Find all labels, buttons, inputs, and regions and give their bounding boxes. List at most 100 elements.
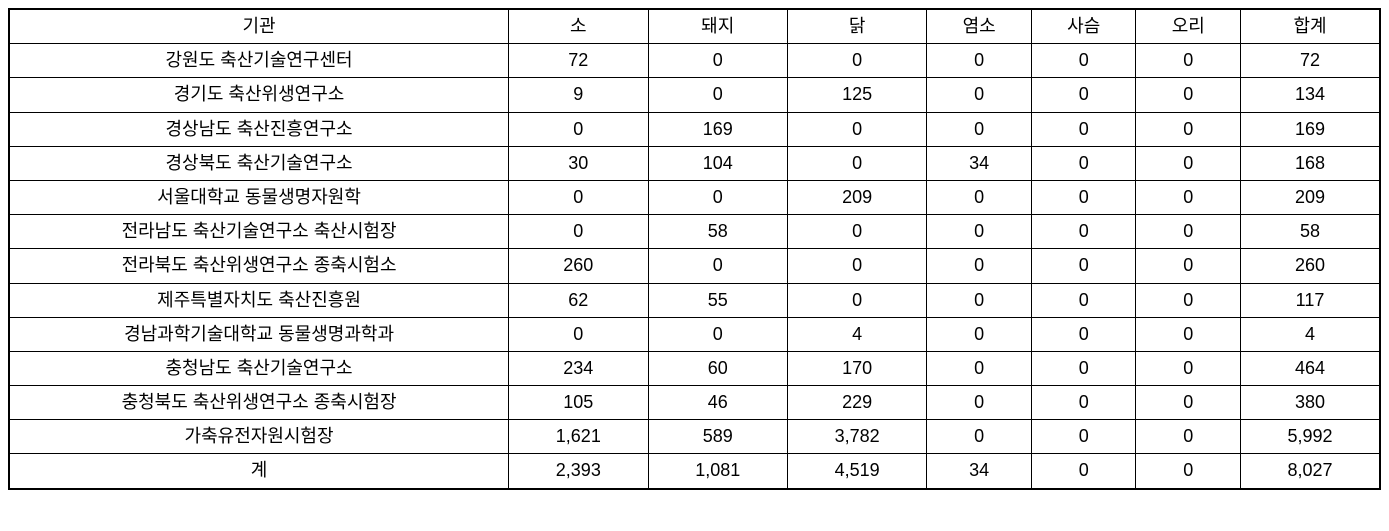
table-row: 전라남도 축산기술연구소 축산시험장 0 58 0 0 0 0 58 xyxy=(9,215,1380,249)
cell-cattle: 0 xyxy=(509,317,648,351)
cell-inst: 경상북도 축산기술연구소 xyxy=(9,146,509,180)
cell-pig: 46 xyxy=(648,386,787,420)
cell-pig: 169 xyxy=(648,112,787,146)
col-duck: 오리 xyxy=(1136,9,1241,44)
cell-inst: 충청북도 축산위생연구소 종축시험장 xyxy=(9,386,509,420)
table-row: 충청북도 축산위생연구소 종축시험장 105 46 229 0 0 0 380 xyxy=(9,386,1380,420)
cell-total: 4 xyxy=(1241,317,1380,351)
cell-cattle: 0 xyxy=(509,180,648,214)
cell-goat: 0 xyxy=(927,317,1032,351)
cell-duck: 0 xyxy=(1136,386,1241,420)
cell-chicken: 0 xyxy=(787,44,926,78)
cell-duck: 0 xyxy=(1136,283,1241,317)
cell-deer: 0 xyxy=(1031,249,1136,283)
cell-cattle: 105 xyxy=(509,386,648,420)
cell-pig: 58 xyxy=(648,215,787,249)
cell-pig: 0 xyxy=(648,249,787,283)
cell-inst: 경상남도 축산진흥연구소 xyxy=(9,112,509,146)
cell-goat: 0 xyxy=(927,283,1032,317)
cell-goat: 0 xyxy=(927,215,1032,249)
cell-pig: 0 xyxy=(648,44,787,78)
cell-deer: 0 xyxy=(1031,420,1136,454)
cell-deer: 0 xyxy=(1031,386,1136,420)
cell-deer: 0 xyxy=(1031,454,1136,489)
cell-total: 464 xyxy=(1241,351,1380,385)
cell-goat: 0 xyxy=(927,78,1032,112)
cell-cattle: 234 xyxy=(509,351,648,385)
cell-deer: 0 xyxy=(1031,180,1136,214)
cell-goat: 0 xyxy=(927,386,1032,420)
cell-cattle: 260 xyxy=(509,249,648,283)
cell-total: 72 xyxy=(1241,44,1380,78)
cell-chicken: 229 xyxy=(787,386,926,420)
cell-goat: 34 xyxy=(927,454,1032,489)
cell-cattle: 0 xyxy=(509,215,648,249)
cell-pig: 0 xyxy=(648,317,787,351)
cell-duck: 0 xyxy=(1136,146,1241,180)
cell-goat: 0 xyxy=(927,420,1032,454)
table-body: 강원도 축산기술연구센터 72 0 0 0 0 0 72 경기도 축산위생연구소… xyxy=(9,44,1380,489)
cell-inst: 계 xyxy=(9,454,509,489)
cell-deer: 0 xyxy=(1031,351,1136,385)
cell-total: 260 xyxy=(1241,249,1380,283)
cell-duck: 0 xyxy=(1136,351,1241,385)
table-row: 제주특별자치도 축산진흥원 62 55 0 0 0 0 117 xyxy=(9,283,1380,317)
cell-total: 168 xyxy=(1241,146,1380,180)
table-row: 전라북도 축산위생연구소 종축시험소 260 0 0 0 0 0 260 xyxy=(9,249,1380,283)
cell-chicken: 125 xyxy=(787,78,926,112)
cell-duck: 0 xyxy=(1136,78,1241,112)
cell-inst: 가축유전자원시험장 xyxy=(9,420,509,454)
table-row: 서울대학교 동물생명자원학 0 0 209 0 0 0 209 xyxy=(9,180,1380,214)
cell-inst: 경남과학기술대학교 동물생명과학과 xyxy=(9,317,509,351)
cell-pig: 55 xyxy=(648,283,787,317)
cell-deer: 0 xyxy=(1031,317,1136,351)
cell-duck: 0 xyxy=(1136,420,1241,454)
cell-deer: 0 xyxy=(1031,146,1136,180)
cell-total: 209 xyxy=(1241,180,1380,214)
cell-cattle: 72 xyxy=(509,44,648,78)
cell-duck: 0 xyxy=(1136,112,1241,146)
cell-chicken: 3,782 xyxy=(787,420,926,454)
table-row: 경기도 축산위생연구소 9 0 125 0 0 0 134 xyxy=(9,78,1380,112)
col-pig: 돼지 xyxy=(648,9,787,44)
cell-total: 58 xyxy=(1241,215,1380,249)
cell-goat: 34 xyxy=(927,146,1032,180)
col-chicken: 닭 xyxy=(787,9,926,44)
cell-cattle: 30 xyxy=(509,146,648,180)
cell-pig: 589 xyxy=(648,420,787,454)
cell-duck: 0 xyxy=(1136,317,1241,351)
cell-pig: 1,081 xyxy=(648,454,787,489)
col-goat: 염소 xyxy=(927,9,1032,44)
cell-chicken: 0 xyxy=(787,249,926,283)
table-row-total: 계 2,393 1,081 4,519 34 0 0 8,027 xyxy=(9,454,1380,489)
cell-inst: 경기도 축산위생연구소 xyxy=(9,78,509,112)
col-cattle: 소 xyxy=(509,9,648,44)
cell-cattle: 2,393 xyxy=(509,454,648,489)
cell-duck: 0 xyxy=(1136,454,1241,489)
cell-chicken: 0 xyxy=(787,146,926,180)
cell-pig: 0 xyxy=(648,180,787,214)
table-row: 경상남도 축산진흥연구소 0 169 0 0 0 0 169 xyxy=(9,112,1380,146)
cell-total: 117 xyxy=(1241,283,1380,317)
cell-cattle: 0 xyxy=(509,112,648,146)
cell-inst: 전라남도 축산기술연구소 축산시험장 xyxy=(9,215,509,249)
cell-deer: 0 xyxy=(1031,112,1136,146)
table-row: 경상북도 축산기술연구소 30 104 0 34 0 0 168 xyxy=(9,146,1380,180)
cell-chicken: 0 xyxy=(787,283,926,317)
cell-deer: 0 xyxy=(1031,78,1136,112)
data-table: 기관 소 돼지 닭 염소 사슴 오리 합계 강원도 축산기술연구센터 72 0 … xyxy=(8,8,1381,490)
col-institution: 기관 xyxy=(9,9,509,44)
cell-duck: 0 xyxy=(1136,44,1241,78)
cell-deer: 0 xyxy=(1031,44,1136,78)
cell-chicken: 4,519 xyxy=(787,454,926,489)
cell-cattle: 9 xyxy=(509,78,648,112)
cell-goat: 0 xyxy=(927,44,1032,78)
cell-inst: 서울대학교 동물생명자원학 xyxy=(9,180,509,214)
cell-chicken: 0 xyxy=(787,215,926,249)
cell-goat: 0 xyxy=(927,351,1032,385)
cell-chicken: 4 xyxy=(787,317,926,351)
cell-duck: 0 xyxy=(1136,180,1241,214)
cell-pig: 60 xyxy=(648,351,787,385)
col-total: 합계 xyxy=(1241,9,1380,44)
cell-inst: 강원도 축산기술연구센터 xyxy=(9,44,509,78)
